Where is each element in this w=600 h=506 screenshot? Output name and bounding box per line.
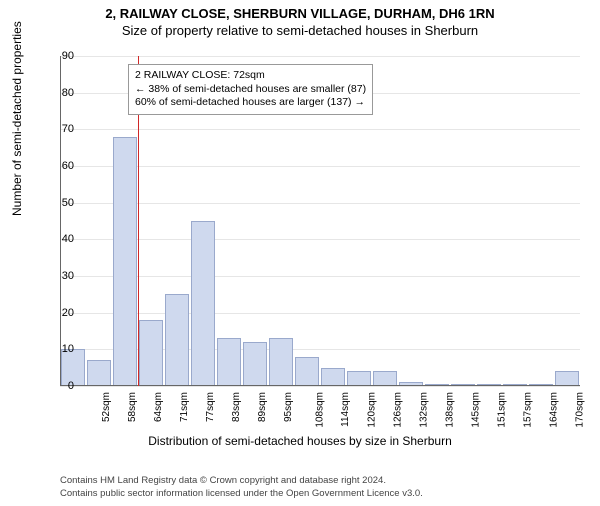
x-tick-label: 120sqm: [367, 392, 378, 428]
y-axis-label: Number of semi-detached properties: [10, 21, 24, 216]
annotation-line: ← 38% of semi-detached houses are smalle…: [135, 83, 366, 97]
annotation-box: 2 RAILWAY CLOSE: 72sqm← 38% of semi-deta…: [128, 64, 373, 115]
histogram-bar: [165, 294, 190, 386]
x-tick-label: 126sqm: [393, 392, 404, 428]
y-tick-label: 50: [44, 197, 74, 209]
gridline: [60, 386, 580, 387]
x-tick-label: 138sqm: [445, 392, 456, 428]
histogram-bar: [321, 368, 346, 386]
histogram-bar: [555, 371, 580, 386]
x-tick-label: 64sqm: [153, 392, 164, 422]
x-tick-label: 170sqm: [575, 392, 586, 428]
histogram-bar: [269, 338, 294, 386]
x-tick-label: 89sqm: [257, 392, 268, 422]
chart-title-line1: 2, RAILWAY CLOSE, SHERBURN VILLAGE, DURH…: [0, 6, 600, 21]
x-axis-label: Distribution of semi-detached houses by …: [0, 434, 600, 448]
y-tick-label: 80: [44, 87, 74, 99]
histogram-bar: [373, 371, 398, 386]
x-tick-label: 114sqm: [340, 392, 351, 427]
histogram-bar: [113, 137, 138, 386]
x-tick-label: 164sqm: [549, 392, 560, 428]
x-tick-label: 71sqm: [179, 392, 190, 422]
y-tick-label: 70: [44, 123, 74, 135]
annotation-line: 60% of semi-detached houses are larger (…: [135, 96, 366, 110]
y-tick-label: 90: [44, 50, 74, 62]
x-tick-label: 145sqm: [471, 392, 482, 428]
x-tick-label: 83sqm: [231, 392, 242, 422]
y-tick-label: 40: [44, 233, 74, 245]
chart-plot-area: 2 RAILWAY CLOSE: 72sqm← 38% of semi-deta…: [60, 56, 580, 386]
y-axis-line: [60, 56, 61, 386]
histogram-bar: [243, 342, 268, 386]
x-tick-label: 77sqm: [205, 392, 216, 422]
footer-line2: Contains public sector information licen…: [60, 488, 423, 500]
y-tick-label: 0: [44, 380, 74, 392]
x-tick-label: 151sqm: [497, 392, 508, 428]
footer-line1: Contains HM Land Registry data © Crown c…: [60, 475, 423, 487]
chart-title-line2: Size of property relative to semi-detach…: [0, 23, 600, 38]
annotation-line: 2 RAILWAY CLOSE: 72sqm: [135, 69, 366, 83]
y-tick-label: 20: [44, 307, 74, 319]
histogram-bar: [87, 360, 112, 386]
x-tick-label: 95sqm: [283, 392, 294, 422]
histogram-bar: [191, 221, 216, 386]
x-tick-label: 52sqm: [101, 392, 112, 422]
x-tick-label: 157sqm: [523, 392, 534, 428]
x-tick-label: 58sqm: [127, 392, 138, 422]
y-tick-label: 10: [44, 343, 74, 355]
x-tick-label: 108sqm: [315, 392, 326, 428]
histogram-bar: [347, 371, 372, 386]
footer-attribution: Contains HM Land Registry data © Crown c…: [60, 475, 423, 500]
histogram-bar: [217, 338, 242, 386]
histogram-bar: [139, 320, 164, 386]
y-tick-label: 30: [44, 270, 74, 282]
histogram-bar: [295, 357, 320, 386]
x-tick-label: 132sqm: [419, 392, 430, 428]
y-tick-label: 60: [44, 160, 74, 172]
